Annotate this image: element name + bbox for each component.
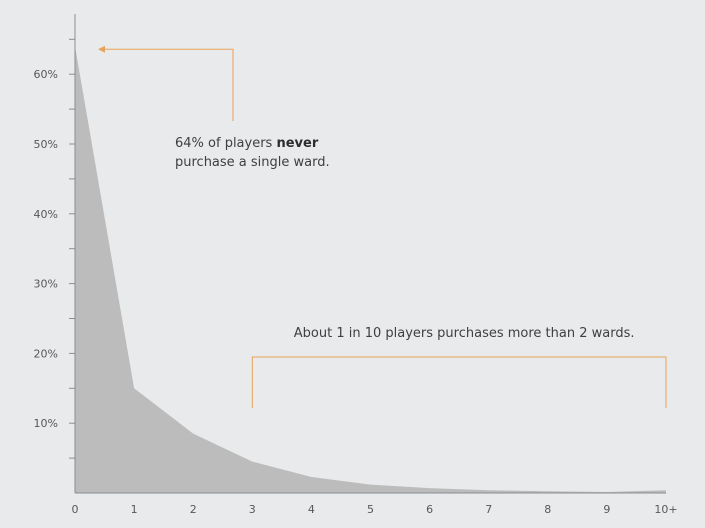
area-series: [75, 46, 666, 493]
x-tick-label: 6: [426, 503, 433, 516]
annotation-bracket: [251, 356, 667, 408]
annotation-layer: 64% of players never purchase a single wa…: [98, 45, 667, 408]
annotation-text-part: 64% of players: [175, 136, 276, 151]
y-tick-label: 40%: [34, 208, 58, 221]
y-tick-label: 50%: [34, 138, 58, 151]
annotation-never-line2: purchase a single ward.: [175, 155, 330, 170]
axis-layer: 10% 20% 30% 40% 50% 60% 0 1 2 3 4 5 6 7 8 9 10+: [34, 14, 678, 516]
x-tick-label: 3: [249, 503, 256, 516]
x-tick-label: 5: [367, 503, 374, 516]
x-tick-label: 8: [544, 503, 551, 516]
x-tick-label: 2: [190, 503, 197, 516]
x-tick-label: 10+: [654, 503, 677, 516]
x-tick-label: 0: [72, 503, 79, 516]
y-tick-label: 10%: [34, 417, 58, 430]
x-tick-label: 9: [603, 503, 610, 516]
x-tick-label: 1: [131, 503, 138, 516]
annotation-arrowhead: [98, 45, 105, 53]
x-tick-label: 4: [308, 503, 315, 516]
annotation-bold-word: never: [276, 136, 318, 151]
y-tick-label: 30%: [34, 278, 58, 291]
area-layer: [75, 46, 666, 493]
annotation-never-line1: 64% of players never: [175, 136, 319, 151]
y-tick-label: 60%: [34, 68, 58, 81]
annotation-arrow-line: [105, 48, 234, 121]
y-tick-label: 20%: [34, 347, 58, 360]
annotation-bracket-text: About 1 in 10 players purchases more tha…: [294, 326, 635, 341]
x-tick-label: 7: [485, 503, 492, 516]
